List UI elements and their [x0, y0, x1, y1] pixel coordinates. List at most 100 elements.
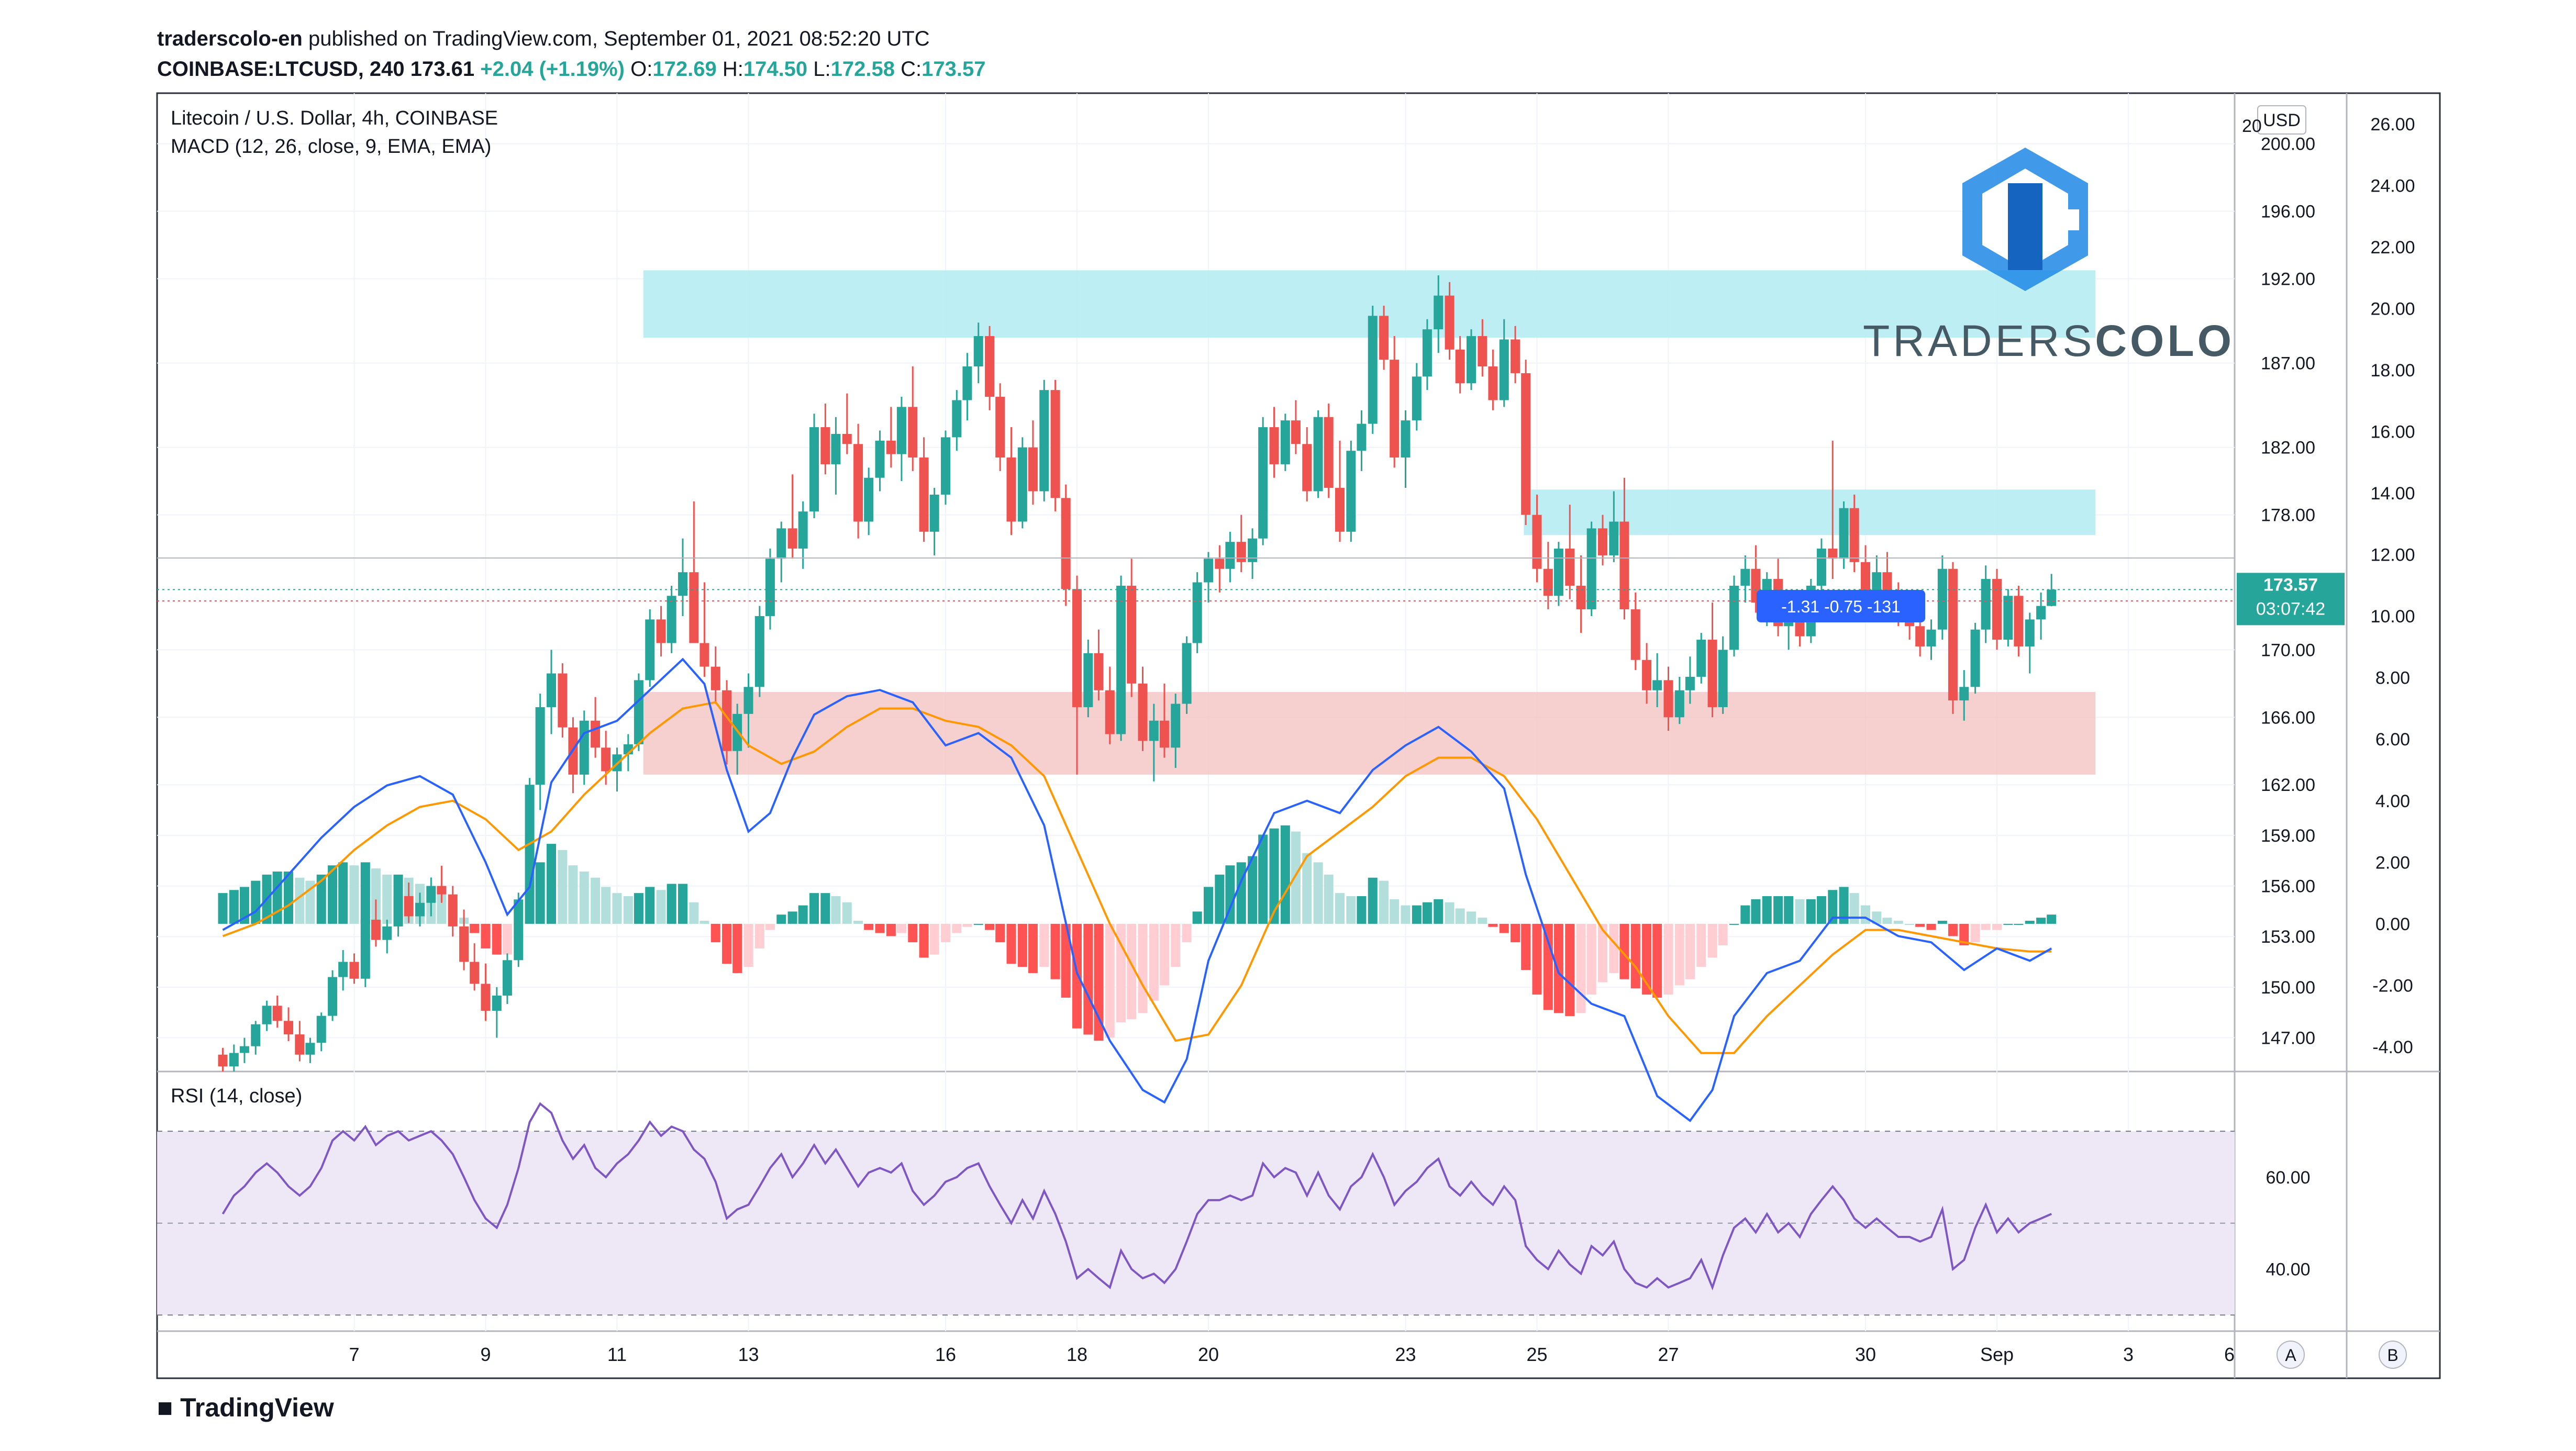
candle-body — [1390, 360, 1400, 458]
macd-tick: -4.00 — [2372, 1037, 2413, 1057]
tradingview-logo-text: TradingView — [180, 1393, 334, 1422]
candle — [2036, 592, 2046, 640]
macd-histogram-bar — [809, 893, 819, 924]
macd-histogram-bar — [1586, 923, 1596, 995]
candle — [908, 366, 918, 471]
candle-body — [547, 673, 556, 707]
candle — [1236, 515, 1246, 573]
candle — [1171, 694, 1181, 768]
candle — [1586, 521, 1596, 616]
candle-body — [1828, 549, 1838, 559]
candle — [1521, 360, 1531, 525]
candle — [1280, 414, 1290, 471]
candle-body — [1159, 720, 1169, 748]
macd-histogram-bar — [1236, 862, 1246, 924]
candle — [1105, 666, 1115, 744]
legend-macd[interactable]: MACD (12, 26, close, 9, EMA, EMA) — [171, 136, 491, 158]
candle-body — [1368, 316, 1378, 424]
macd-histogram-bar — [558, 850, 568, 924]
candle-body — [262, 1006, 272, 1024]
macd-histogram-bar — [1050, 923, 1060, 979]
last-price-badge: 173.57 03:07:42 — [2237, 573, 2345, 626]
candle — [1313, 410, 1323, 498]
macd-histogram-bar — [1849, 893, 1859, 924]
candle — [284, 1007, 293, 1041]
traderscolo-brand: TRADERSCOLO — [1863, 316, 2235, 365]
macd-histogram-bar — [656, 890, 666, 924]
bar-countdown: 03:07:42 — [2256, 599, 2325, 619]
tradingview-logo[interactable]: ■ TradingView — [157, 1392, 334, 1423]
macd-histogram-bar — [1313, 862, 1323, 924]
legend-rsi[interactable]: RSI (14, close) — [171, 1085, 302, 1107]
macd-histogram-bar — [349, 865, 359, 924]
macd-histogram-bar — [1970, 923, 1980, 943]
macd-histogram-bar — [502, 923, 512, 955]
published-line: traderscolo-en published on TradingView.… — [157, 27, 930, 51]
legend-title[interactable]: Litecoin / U.S. Dollar, 4h, COINBASE — [171, 107, 498, 129]
candle — [1642, 643, 1652, 704]
traderscolo-watermark: TRADERSCOLO — [1863, 148, 2235, 365]
macd-histogram-bar — [1905, 923, 1915, 925]
macd-histogram-bar — [1926, 923, 1936, 930]
macd-histogram-bar — [2025, 921, 2035, 924]
candle-body — [1269, 427, 1279, 464]
macd-tick: 14.00 — [2370, 484, 2415, 504]
macd-histogram-bar — [623, 896, 633, 924]
price-tick: 156.00 — [2261, 877, 2315, 897]
candle-body — [1061, 498, 1071, 589]
candle-body — [558, 673, 568, 728]
candle — [1390, 336, 1400, 468]
candle — [1138, 666, 1148, 751]
price-tick: 200.00 — [2261, 135, 2315, 154]
macd-histogram-bar — [579, 871, 589, 924]
candle — [2047, 574, 2057, 607]
price-tick: 153.00 — [2261, 927, 2315, 947]
candle-body — [404, 896, 414, 917]
last-value: 173.61 — [410, 58, 475, 81]
candle — [1488, 349, 1498, 410]
time-tick: 9 — [480, 1344, 491, 1365]
candle-body — [1970, 629, 1980, 687]
macd-histogram-bar — [1171, 923, 1181, 967]
macd-histogram-bar — [1280, 825, 1290, 924]
candle-body — [1039, 390, 1049, 492]
macd-axis[interactable]: 26.00 24.00 22.00 20.00 18.00 16.00 14.00 12.00… — [2370, 115, 2415, 1057]
candle-body — [952, 400, 962, 438]
macd-histogram-bar — [1784, 896, 1794, 924]
macd-histogram-bar — [1674, 923, 1684, 986]
candle-body — [1663, 680, 1673, 718]
candle — [1630, 592, 1640, 671]
price-axis[interactable]: 200.00 196.00 192.00 187.00 182.00 178.00 170.… — [2261, 135, 2315, 1048]
candle-body — [722, 690, 732, 751]
candle-body — [689, 572, 699, 643]
candle-body — [272, 1006, 282, 1021]
macd-histogram-bar — [1302, 853, 1312, 924]
macd-histogram-bar — [1553, 923, 1563, 1013]
candle — [1718, 636, 1728, 714]
time-axis[interactable]: 7 9 11 13 16 18 20 23 25 27 30 Sep 3 6 — [349, 1344, 2235, 1365]
macd-histogram-bar — [328, 865, 338, 924]
currency-badge[interactable]: USD — [2257, 105, 2306, 135]
candle-body — [908, 407, 918, 458]
macd-histogram-bar — [1773, 896, 1783, 924]
candle — [328, 970, 338, 1021]
candle — [251, 1021, 261, 1055]
scale-button-a[interactable]: A — [2277, 1341, 2305, 1369]
macd-histogram-bar — [1992, 923, 2002, 930]
candle — [776, 521, 786, 583]
time-tick: 11 — [607, 1344, 627, 1365]
candle-body — [229, 1053, 239, 1067]
rsi-axis[interactable]: 60.00 40.00 — [2266, 1168, 2310, 1280]
candle — [1072, 575, 1082, 775]
candle — [1619, 477, 1629, 620]
candle-body — [1225, 542, 1235, 569]
candle-body — [1839, 508, 1849, 559]
candle-body — [492, 995, 502, 1011]
last-price-badge-bg — [2237, 573, 2345, 626]
scale-button-b[interactable]: B — [2379, 1341, 2407, 1369]
candle-body — [842, 433, 852, 444]
macd-histogram-bar — [535, 862, 545, 924]
publisher-name[interactable]: traderscolo-en — [157, 27, 303, 50]
macd-histogram-bar — [382, 874, 392, 924]
